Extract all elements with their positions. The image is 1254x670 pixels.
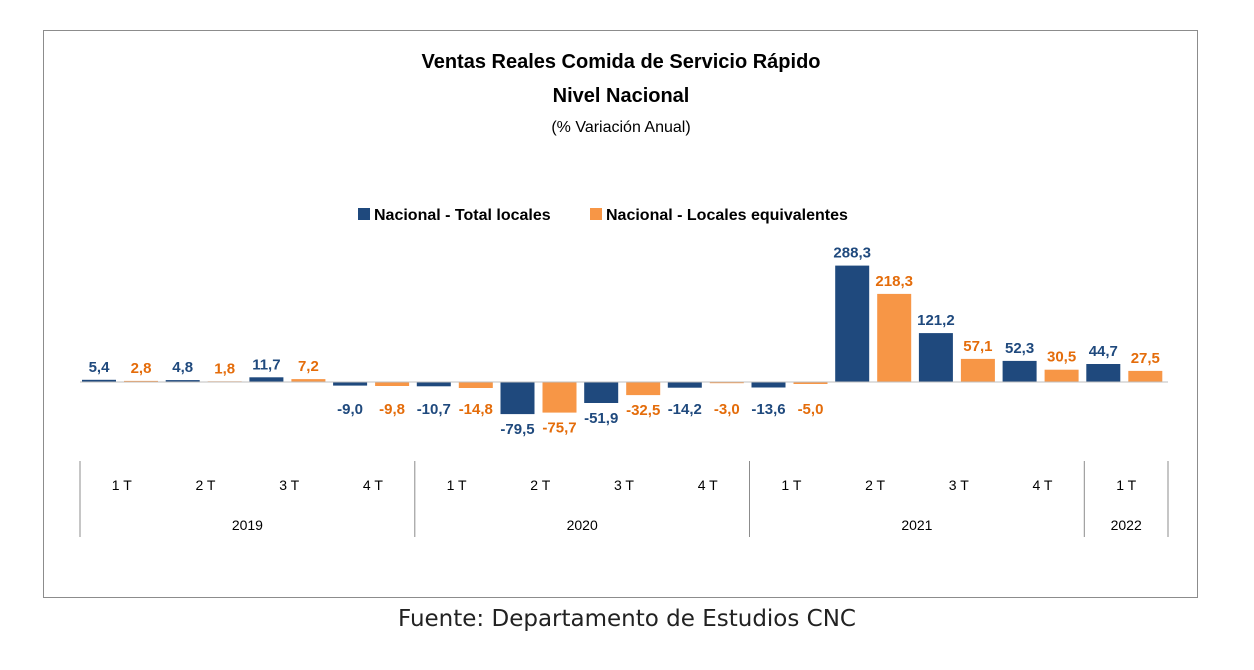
data-label-s2-10: 218,3 — [875, 273, 913, 290]
bar-s2-11 — [960, 358, 995, 382]
legend-label-locales-equivalentes: Nacional - Locales equivalentes — [606, 207, 848, 224]
bar-s1-6 — [500, 382, 535, 415]
quarter-tick-label-5: 1 T — [447, 477, 467, 493]
data-label-s1-13: 44,7 — [1089, 343, 1118, 360]
data-label-s2-6: -75,7 — [542, 420, 576, 437]
bar-s2-6 — [542, 382, 577, 413]
data-label-s1-9: -13,6 — [751, 401, 785, 418]
quarter-tick-label-3: 3 T — [279, 477, 299, 493]
data-label-s1-12: 52,3 — [1005, 340, 1034, 357]
bar-s2-12 — [1044, 369, 1079, 382]
data-label-s1-2: 4,8 — [172, 359, 193, 376]
quarter-tick-label-1: 1 T — [112, 477, 132, 493]
legend-swatch-total-locales — [358, 208, 370, 220]
quarter-tick-label-6: 2 T — [530, 477, 550, 493]
data-label-s1-6: -79,5 — [500, 421, 534, 438]
data-label-s2-13: 27,5 — [1131, 350, 1160, 367]
bar-s1-10 — [835, 265, 870, 382]
data-label-s2-5: -14,8 — [459, 401, 493, 418]
bar-s2-10 — [877, 293, 912, 382]
data-label-s1-7: -51,9 — [584, 410, 618, 427]
year-label-2019: 2019 — [232, 517, 263, 533]
quarter-tick-label-8: 4 T — [698, 477, 718, 493]
legend-swatch-locales-equivalentes — [590, 208, 602, 220]
bar-s1-1 — [82, 379, 116, 382]
bar-s2-13 — [1128, 370, 1163, 382]
data-label-s2-1: 2,8 — [131, 360, 152, 377]
bar-s1-5 — [416, 382, 451, 387]
data-label-s2-3: 7,2 — [298, 358, 319, 375]
bar-s2-7 — [626, 382, 661, 396]
bar-s2-8 — [709, 382, 744, 384]
chart-note: (% Variación Anual) — [551, 119, 690, 136]
data-label-s1-11: 121,2 — [917, 312, 955, 329]
source-note: Fuente: Departamento de Estudios CNC — [397, 606, 856, 632]
bar-s1-4 — [333, 382, 368, 386]
data-label-s1-3: 11,7 — [252, 356, 280, 373]
quarter-tick-label-10: 2 T — [865, 477, 885, 493]
chart-title: Ventas Reales Comida de Servicio Rápido — [421, 51, 820, 73]
quarter-tick-label-11: 3 T — [949, 477, 969, 493]
bar-s1-2 — [165, 380, 200, 382]
data-label-s1-8: -14,2 — [668, 401, 702, 418]
chart-svg: Ventas Reales Comida de Servicio Rápido N… — [79, 51, 1169, 537]
legend-label-total-locales: Nacional - Total locales — [374, 207, 551, 224]
data-label-s2-2: 1,8 — [214, 360, 235, 377]
data-label-s1-5: -10,7 — [417, 401, 451, 418]
quarter-tick-label-2: 2 T — [196, 477, 216, 493]
data-label-s2-8: -3,0 — [714, 401, 740, 418]
data-label-s2-11: 57,1 — [963, 338, 992, 355]
bar-s1-8 — [667, 382, 702, 388]
data-label-s1-4: -9,0 — [337, 401, 363, 418]
quarter-tick-label-13: 1 T — [1116, 477, 1136, 493]
year-label-2020: 2020 — [567, 517, 598, 533]
bar-s1-9 — [751, 382, 786, 388]
bar-s1-11 — [918, 333, 953, 382]
chart-frame: Ventas Reales Comida de Servicio Rápido N… — [43, 30, 1198, 598]
quarter-tick-label-7: 3 T — [614, 477, 634, 493]
data-label-s2-7: -32,5 — [626, 402, 660, 419]
data-label-s1-1: 5,4 — [89, 359, 111, 376]
quarter-tick-label-9: 1 T — [781, 477, 801, 493]
quarter-tick-label-4: 4 T — [363, 477, 383, 493]
year-label-2021: 2021 — [901, 517, 932, 533]
bar-s1-13 — [1086, 364, 1121, 382]
data-label-s2-12: 30,5 — [1047, 349, 1076, 366]
bar-s2-3 — [291, 379, 326, 382]
bar-s1-3 — [249, 377, 284, 382]
quarter-tick-label-12: 4 T — [1033, 477, 1053, 493]
bar-s2-1 — [124, 380, 158, 382]
data-label-s1-10: 288,3 — [833, 245, 871, 262]
year-label-2022: 2022 — [1111, 517, 1142, 533]
data-label-s2-9: -5,0 — [798, 401, 824, 418]
data-label-s2-4: -9,8 — [379, 401, 405, 418]
bar-s2-5 — [458, 382, 493, 388]
bar-s1-7 — [584, 382, 619, 403]
bar-s1-12 — [1002, 360, 1037, 382]
bar-s2-4 — [375, 382, 410, 386]
bar-s2-9 — [793, 382, 828, 384]
chart-subtitle: Nivel Nacional — [553, 85, 690, 107]
